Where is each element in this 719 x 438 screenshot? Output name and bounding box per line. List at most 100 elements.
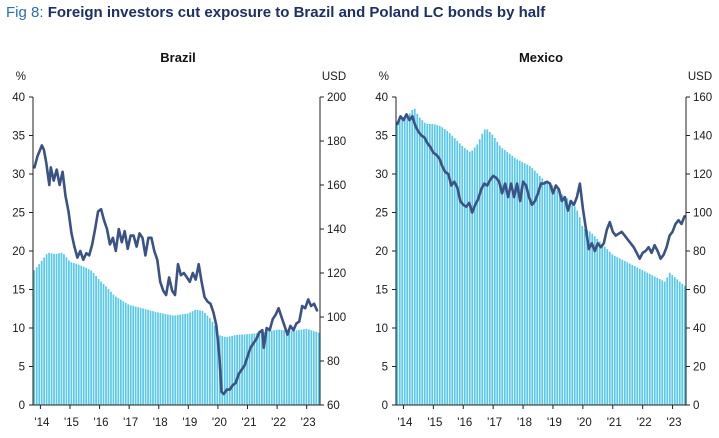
brazil-bar (248, 333, 251, 405)
brazil-usd-line (33, 144, 319, 396)
mexico-bar (566, 198, 569, 405)
mexico-bar (438, 125, 441, 406)
mexico-right-tick-label: 100 (693, 208, 712, 220)
figure-title: Fig 8: Foreign investors cut exposure to… (6, 4, 545, 21)
brazil-bar (189, 312, 191, 405)
mexico-x-tick-label: '22 (637, 417, 652, 429)
mexico-left-tick-label: 30 (375, 169, 388, 181)
brazil-bar (53, 253, 55, 405)
brazil-bar (43, 257, 45, 405)
brazil-x-tick-label: '18 (153, 417, 168, 429)
mexico-bar (546, 182, 549, 405)
mexico-bar (556, 189, 559, 405)
mexico-bar (418, 117, 421, 406)
mexico-bar (416, 113, 419, 405)
brazil-bar (80, 265, 83, 405)
brazil-bar (216, 333, 219, 405)
brazil-bar (260, 332, 263, 405)
mexico-x-tick-label: '19 (547, 417, 562, 429)
brazil-bar (82, 266, 85, 405)
mexico-bar (403, 117, 406, 405)
mexico-left-tick-label: 10 (375, 323, 388, 335)
mexico-bar (483, 129, 486, 406)
mexico-bar (603, 246, 606, 405)
mexico-x-tick-label: '23 (667, 417, 682, 429)
brazil-x-tick-label: '16 (94, 417, 109, 429)
mexico-bar (631, 264, 634, 405)
mexico-bar (506, 151, 509, 405)
brazil-right-tick-label: 160 (327, 180, 346, 192)
brazil-bar (164, 313, 167, 405)
mexico-bar (593, 236, 596, 405)
brazil-bar (124, 302, 127, 405)
brazil-bar (127, 304, 130, 405)
brazil-bar (317, 332, 320, 405)
mexico-bar (643, 271, 646, 405)
brazil-bar (231, 335, 234, 405)
mexico-right-tick-label: 0 (693, 400, 699, 412)
brazil-bar (206, 315, 209, 405)
mexico-bar (621, 259, 624, 405)
brazil-bar (129, 305, 132, 405)
brazil-left-tick-label: 40 (12, 92, 25, 104)
mexico-bar (668, 272, 671, 405)
mexico-bar (608, 251, 611, 405)
brazil-bar (204, 312, 206, 405)
brazil-bar (288, 330, 290, 405)
brazil-bar (213, 325, 216, 405)
brazil-bar (33, 270, 36, 405)
brazil-left-tick-label: 5 (19, 362, 25, 374)
brazil-bar (223, 336, 226, 405)
brazil-bar (152, 311, 154, 405)
mexico-bar (473, 147, 476, 406)
mexico-bar (636, 267, 639, 405)
mexico-bar (548, 183, 551, 405)
brazil-bar (95, 275, 97, 405)
brazil-bar (174, 315, 177, 405)
brazil-bar (201, 310, 204, 405)
brazil-bar (87, 269, 90, 405)
brazil-bar (72, 262, 75, 405)
mexico-bar (486, 129, 489, 405)
brazil-bar (162, 313, 164, 405)
mexico-panel-title: Mexico (519, 50, 563, 65)
mexico-bar (563, 196, 566, 405)
mexico-bar (613, 255, 616, 405)
mexico-x-tick-label: '16 (457, 417, 472, 429)
mexico-bar (558, 192, 561, 405)
mexico-bar (581, 225, 584, 405)
mexico-bar (663, 281, 666, 405)
brazil-bar (298, 329, 300, 405)
mexico-bar (481, 133, 484, 405)
brazil-bar (144, 309, 147, 405)
mexico-bar (463, 148, 466, 405)
brazil-bar (251, 333, 253, 405)
mexico-bar (576, 210, 579, 405)
mexico-bar (671, 274, 674, 405)
brazil-bar (122, 301, 125, 405)
mexico-bar (508, 153, 511, 405)
brazil-bar (295, 330, 298, 405)
brazil-bar (102, 283, 105, 405)
brazil-bar (265, 331, 268, 405)
mexico-bar (468, 151, 471, 405)
mexico-x-tick-label: '18 (517, 417, 532, 429)
brazil-bar (275, 329, 278, 405)
mexico-bar (478, 139, 481, 405)
mexico-bar (523, 163, 526, 405)
mexico-bar (661, 280, 664, 405)
brazil-bar (147, 309, 149, 405)
brazil-x-tick-label: '17 (123, 417, 138, 429)
mexico-bar (673, 277, 676, 405)
brazil-bar (308, 329, 310, 405)
brazil-bar (90, 270, 93, 405)
brazil-bar (278, 329, 281, 405)
brazil-bar (112, 294, 115, 405)
brazil-bar (228, 336, 231, 405)
mexico-bar (413, 108, 416, 406)
brazil-left-tick-label: 25 (12, 208, 25, 220)
brazil-right-tick-label: 120 (327, 268, 346, 280)
brazil-bar (58, 253, 60, 405)
brazil-bar (258, 332, 261, 405)
brazil-panel-title: Brazil (160, 50, 195, 65)
